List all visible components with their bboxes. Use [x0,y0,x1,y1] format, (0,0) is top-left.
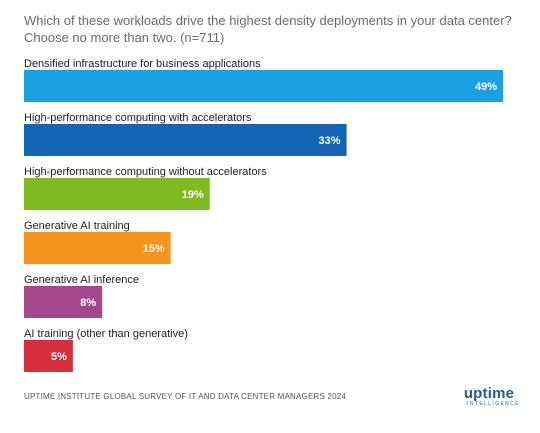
logo-subtitle: INTELLIGENCE [467,401,520,407]
value-label: 15% [143,243,165,255]
bar [24,232,171,264]
bar [24,340,73,372]
value-label: 49% [475,81,497,93]
bar [24,124,347,156]
bar [24,286,103,318]
category-label: Generative AI inference [24,274,139,286]
chart-title: Which of these workloads drive the highe… [24,12,524,46]
chart-title-line-1: Which of these workloads drive the highe… [24,13,512,28]
value-label: 33% [319,135,341,147]
uptime-logo: uptime INTELLIGENCE [458,386,520,408]
category-label: AI training (other than generative) [24,328,188,340]
logo-wordmark: uptime [463,385,515,402]
bar [24,70,503,102]
category-label: High-performance computing with accelera… [24,112,252,124]
bar [24,178,210,210]
category-label: Generative AI training [24,220,130,232]
value-label: 8% [80,297,96,309]
chart-title-line-2: Choose no more than two. (n=711) [24,30,225,45]
category-label: Densified infrastructure for business ap… [24,58,261,70]
value-label: 19% [182,189,204,201]
category-label: High-performance computing without accel… [24,166,267,178]
value-label: 5% [51,351,67,363]
source-footer: UPTIME INSTITUTE GLOBAL SURVEY OF IT AND… [24,392,347,401]
